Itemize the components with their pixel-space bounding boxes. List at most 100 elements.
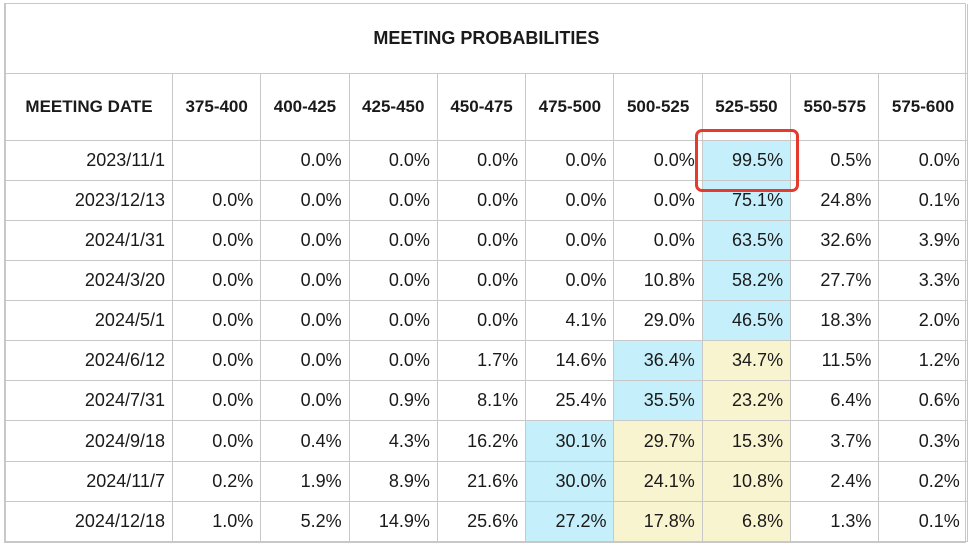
- probability-cell: 1.9%: [260, 460, 350, 502]
- highlighted-value: 99.5%: [732, 149, 784, 170]
- column-header-range: 500-525: [613, 72, 703, 141]
- column-header-range: 525-550: [701, 72, 792, 141]
- table-row: 2024/7/31 0.0% 0.0% 0.9% 8.1% 25.4% 35.5% 23.2%…: [5, 380, 968, 422]
- probability-cell: 0.0%: [436, 179, 527, 221]
- probability-cell: 0.1%: [878, 179, 968, 221]
- probability-cell: 0.0%: [171, 380, 262, 422]
- probability-cell: 0.0%: [260, 179, 350, 221]
- probability-cell: 0.0%: [260, 259, 350, 302]
- probability-cell: 0.0%: [171, 300, 262, 342]
- probability-cell: 11.5%: [790, 340, 880, 382]
- probability-cell: 25.4%: [525, 380, 615, 422]
- meeting-probabilities-table-frame: MEETING PROBABILITIES MEETING DATE 375-4…: [4, 3, 968, 543]
- probability-cell: 1.7%: [436, 340, 527, 382]
- table-row: 2023/11/1 0.0% 0.0% 0.0% 0.0% 0.0% 99.5% 0.5% 0.…: [5, 128, 968, 192]
- meeting-date-cell: 2024/12/18: [5, 500, 173, 543]
- probability-cell: 75.1%: [701, 179, 792, 221]
- meeting-probabilities-table: MEETING PROBABILITIES MEETING DATE 375-4…: [5, 4, 968, 543]
- meeting-date-cell: 2024/7/31: [5, 380, 173, 422]
- probability-cell: 0.0%: [171, 259, 262, 302]
- column-header-range: 375-400: [171, 72, 262, 141]
- probability-cell: 0.0%: [613, 219, 703, 261]
- probability-cell: 0.2%: [878, 460, 968, 502]
- probability-cell: 10.8%: [701, 460, 792, 502]
- meeting-date-cell: 2024/11/7: [5, 460, 173, 502]
- probability-cell: 6.4%: [790, 380, 880, 422]
- probability-cell: 15.3%: [701, 420, 792, 462]
- probability-cell: 14.6%: [525, 340, 615, 382]
- probability-cell: 1.3%: [790, 500, 880, 543]
- probability-cell: 0.0%: [171, 179, 262, 221]
- probability-cell: 58.2%: [701, 259, 792, 302]
- probability-cell: 0.0%: [436, 219, 527, 261]
- meeting-date-cell: 2023/11/1: [5, 139, 173, 181]
- table-row: 2024/11/7 0.2% 1.9% 8.9% 21.6% 30.0% 24.1% 10.8…: [5, 460, 968, 502]
- probability-cell: 0.0%: [348, 219, 438, 261]
- probability-cell: [171, 139, 262, 181]
- column-header-range: 550-575: [790, 72, 880, 141]
- probability-cell: 0.0%: [260, 219, 350, 261]
- probability-cell: 0.9%: [348, 380, 438, 422]
- probability-cell: 2.4%: [790, 460, 880, 502]
- column-header-range: 575-600: [878, 72, 968, 141]
- probability-cell: 29.7%: [613, 420, 703, 462]
- probability-cell: 25.6%: [436, 500, 527, 543]
- column-header-range: 400-425: [260, 72, 350, 141]
- probability-cell: 3.3%: [878, 259, 968, 302]
- probability-cell: 0.4%: [260, 420, 350, 462]
- probability-cell: 0.0%: [525, 219, 615, 261]
- probability-cell: 0.0%: [525, 179, 615, 221]
- probability-cell: 0.0%: [525, 139, 615, 181]
- probability-cell: 30.1%: [525, 420, 615, 462]
- probability-cell: 21.6%: [436, 460, 527, 502]
- probability-cell: 1.0%: [171, 500, 262, 543]
- column-header-range: 450-475: [436, 72, 527, 141]
- probability-cell: 27.2%: [525, 500, 615, 543]
- probability-cell: 0.3%: [878, 420, 968, 462]
- column-header-range: 425-450: [348, 72, 438, 141]
- meeting-date-cell: 2024/3/20: [5, 259, 173, 302]
- probability-cell: 0.0%: [260, 139, 350, 181]
- probability-cell: 32.6%: [790, 219, 880, 261]
- probability-cell: 30.0%: [525, 460, 615, 502]
- probability-cell: 18.3%: [790, 300, 880, 342]
- probability-cell: 3.9%: [878, 219, 968, 261]
- table-row: 2023/12/13 0.0% 0.0% 0.0% 0.0% 0.0% 0.0% 75.1% 2…: [5, 179, 968, 221]
- probability-cell: 0.0%: [348, 179, 438, 221]
- probability-cell: 0.0%: [348, 139, 438, 181]
- probability-cell: 16.2%: [436, 420, 527, 462]
- column-header-meeting-date: MEETING DATE: [5, 72, 173, 141]
- table-row: 2024/1/31 0.0% 0.0% 0.0% 0.0% 0.0% 0.0% 63.5% 32…: [5, 219, 968, 261]
- probability-cell: 27.7%: [790, 259, 880, 302]
- probability-cell: 29.0%: [613, 300, 703, 342]
- probability-cell: 1.2%: [878, 340, 968, 382]
- probability-cell: 0.0%: [171, 219, 262, 261]
- probability-cell: 0.5%: [790, 139, 880, 181]
- probability-cell: 0.6%: [878, 380, 968, 422]
- table-title-row: MEETING PROBABILITIES: [5, 4, 968, 74]
- probability-cell: 23.2%: [701, 380, 792, 422]
- probability-cell: 0.1%: [878, 500, 968, 543]
- probability-cell: 0.0%: [171, 340, 262, 382]
- table-row: 2024/12/18 1.0% 5.2% 14.9% 25.6% 27.2% 17.8% 6.…: [5, 500, 968, 543]
- probability-cell: 0.0%: [436, 259, 527, 302]
- highlighted-probability-cell: 99.5%: [694, 128, 800, 192]
- table-row: 2024/3/20 0.0% 0.0% 0.0% 0.0% 0.0% 10.8% 58.2% 2…: [5, 259, 968, 302]
- probability-cell: 24.1%: [613, 460, 703, 502]
- probability-cell: 0.0%: [260, 380, 350, 422]
- probability-cell: 0.0%: [436, 300, 527, 342]
- probability-cell: 5.2%: [260, 500, 350, 543]
- probability-cell: 0.0%: [878, 139, 968, 181]
- table-body: 2023/11/1 0.0% 0.0% 0.0% 0.0% 0.0% 99.5% 0.5% 0.…: [5, 128, 968, 543]
- meeting-date-cell: 2023/12/13: [5, 179, 173, 221]
- probability-cell: 0.0%: [613, 179, 703, 221]
- probability-cell: 0.0%: [525, 259, 615, 302]
- probability-cell: 34.7%: [701, 340, 792, 382]
- meeting-date-cell: 2024/9/18: [5, 420, 173, 462]
- probability-cell: 3.7%: [790, 420, 880, 462]
- probability-cell: 46.5%: [701, 300, 792, 342]
- probability-cell: 17.8%: [613, 500, 703, 543]
- table-row: 2024/9/18 0.0% 0.4% 4.3% 16.2% 30.1% 29.7% 15.3…: [5, 420, 968, 462]
- table-row: 2024/6/12 0.0% 0.0% 0.0% 1.7% 14.6% 36.4% 34.7%…: [5, 340, 968, 382]
- probability-cell: 0.0%: [260, 340, 350, 382]
